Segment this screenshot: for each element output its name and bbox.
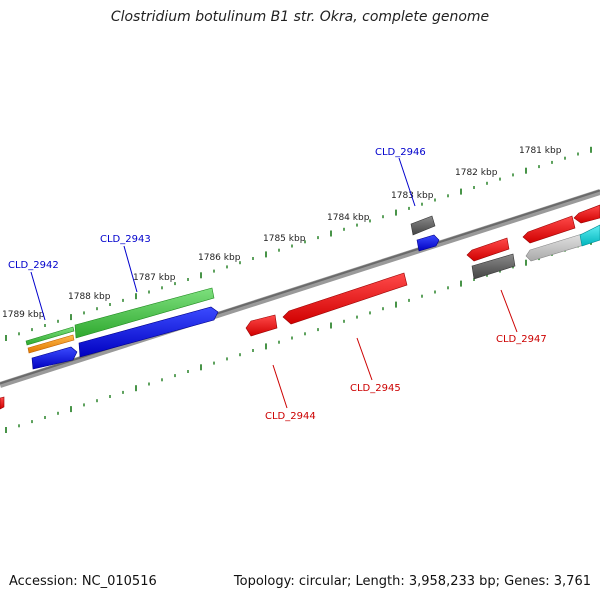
kbp-label-1785: 1785 kbp [263, 234, 306, 244]
kbp-labels: 1781 kbp 1782 kbp 1783 kbp 1784 kbp 1785… [2, 146, 562, 320]
gene-right-red-2[interactable] [573, 204, 600, 224]
outer-tick-ring [5, 146, 592, 341]
kbp-label-1784: 1784 kbp [327, 213, 370, 223]
accession-text: Accession: NC_010516 [9, 574, 157, 589]
kbp-label-1782: 1782 kbp [455, 168, 498, 178]
gene-cld-2947-gray[interactable] [471, 253, 516, 280]
gene-label-leaders [30, 157, 518, 409]
genome-backbone [0, 189, 600, 388]
kbp-label-1781: 1781 kbp [519, 146, 562, 156]
gene-right-red-1[interactable] [522, 215, 576, 244]
kbp-label-1787: 1787 kbp [133, 273, 176, 283]
map-title: Clostridium botulinum B1 str. Okra, comp… [110, 9, 490, 25]
gene-labels: CLD_2942 CLD_2943 CLD_2944 CLD_2945 CLD_… [8, 147, 547, 422]
gene-cld-2947-red[interactable] [466, 237, 510, 262]
forward-genes [25, 215, 440, 370]
kbp-label-1788: 1788 kbp [68, 292, 111, 302]
gene-label-cld-2943[interactable]: CLD_2943 [100, 234, 151, 245]
gene-cld-2943-green[interactable] [74, 287, 215, 339]
gene-label-cld-2945[interactable]: CLD_2945 [350, 383, 401, 394]
gene-cld-2943-blue[interactable] [78, 306, 219, 358]
gene-cld-2942-orange[interactable] [27, 334, 75, 354]
kbp-label-1789: 1789 kbp [2, 310, 45, 320]
gene-label-cld-2942[interactable]: CLD_2942 [8, 260, 59, 271]
genome-summary-text: Topology: circular; Length: 3,958,233 bp… [233, 574, 591, 589]
gene-label-cld-2944[interactable]: CLD_2944 [265, 411, 316, 422]
kbp-label-1783: 1783 kbp [391, 191, 434, 201]
gene-right-cyan[interactable] [579, 224, 600, 247]
gene-right-lightgray[interactable] [525, 233, 585, 262]
gene-cld-2946-gray[interactable] [410, 215, 436, 236]
gene-cld-2942-blue[interactable] [31, 346, 78, 370]
gene-cld-2945[interactable] [282, 272, 408, 325]
gene-left-edge-red[interactable] [0, 396, 5, 410]
kbp-label-1786: 1786 kbp [198, 253, 241, 263]
gene-label-cld-2947[interactable]: CLD_2947 [496, 334, 547, 345]
reverse-genes [0, 204, 600, 410]
gene-label-cld-2946[interactable]: CLD_2946 [375, 147, 426, 158]
gene-cld-2946-blue[interactable] [416, 234, 440, 252]
gene-cld-2944[interactable] [245, 314, 278, 337]
gene-cld-2942-green[interactable] [25, 326, 75, 346]
inner-tick-ring [5, 238, 592, 433]
